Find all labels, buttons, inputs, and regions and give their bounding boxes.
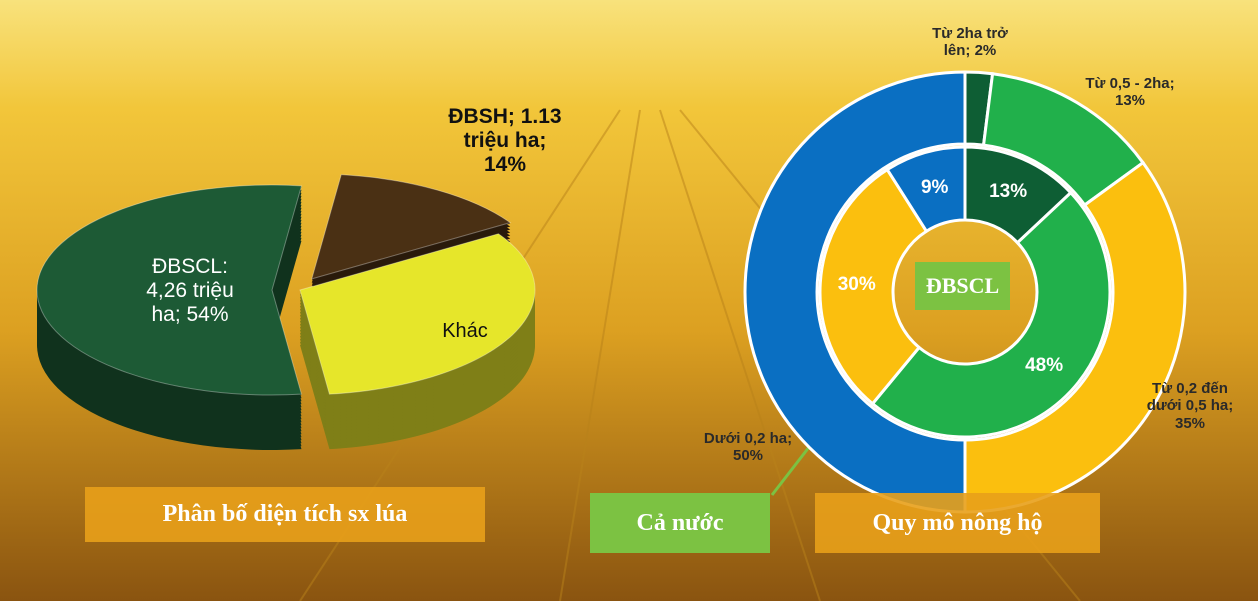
data-label: Từ 0,5 - 2ha; 13% xyxy=(1075,75,1185,110)
series-label: Cả nước xyxy=(590,493,770,553)
infographic: Phân bố diện tích sx lúa Cả nước Quy mô … xyxy=(0,0,1258,601)
data-label: 48% xyxy=(1014,355,1074,377)
data-label: ĐBSCL: 4,26 triệu ha; 54% xyxy=(130,255,250,327)
data-label: 9% xyxy=(905,177,965,199)
donut-title: Quy mô nông hộ xyxy=(815,493,1100,553)
series-label: ĐBSCL xyxy=(915,262,1010,310)
data-label: Khác xyxy=(420,320,510,343)
data-label: Dưới 0,2 ha; 50% xyxy=(703,430,793,465)
data-label: ĐBSH; 1.13 triệu ha; 14% xyxy=(445,105,565,177)
pie-title: Phân bố diện tích sx lúa xyxy=(85,487,485,542)
data-label: 13% xyxy=(978,181,1038,203)
data-label: Từ 0,2 đến dưới 0,5 ha; 35% xyxy=(1145,380,1235,432)
data-label: Từ 2ha trở lên; 2% xyxy=(920,25,1020,60)
data-label: 30% xyxy=(827,274,887,296)
